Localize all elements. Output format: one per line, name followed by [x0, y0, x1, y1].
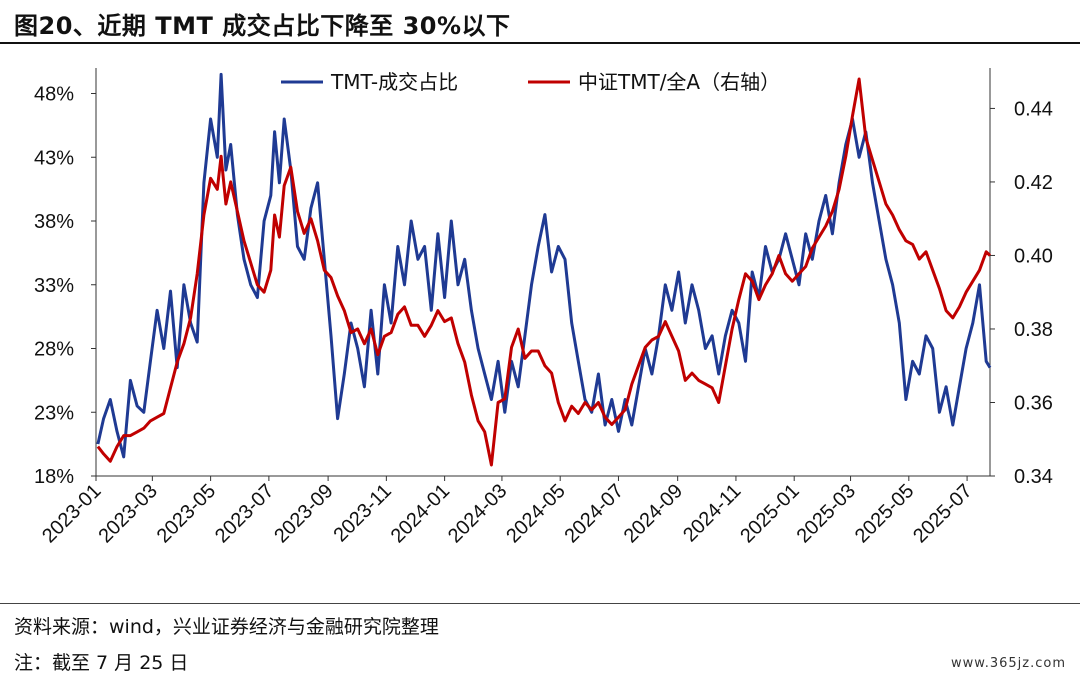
y-right-tick-label: 0.44: [1014, 98, 1053, 120]
y-right-tick-label: 0.34: [1014, 466, 1053, 488]
y-right-tick-label: 0.36: [1014, 392, 1053, 414]
x-tick-label: 2024-05: [502, 480, 569, 547]
x-tick-label: 2023-09: [270, 480, 337, 547]
y-left-tick-label: 38%: [34, 211, 74, 233]
x-tick-label: 2024-11: [679, 480, 745, 546]
source-note: 资料来源：wind，兴业证券经济与金融研究院整理: [14, 616, 439, 638]
title-rule: [0, 42, 1080, 44]
series-layer: [96, 72, 992, 467]
footer-rule: [0, 603, 1080, 604]
legend-label: TMT-成交占比: [330, 70, 458, 94]
series-line-tmt-ratio: [96, 77, 992, 467]
legend-item-tmt-turnover: TMT-成交占比: [281, 70, 458, 94]
y-left-tick-label: 48%: [34, 84, 74, 106]
footnote: 注：截至 7 月 25 日: [14, 652, 189, 674]
y-right-tick-label: 0.40: [1014, 245, 1053, 267]
x-tick-label: 2023-01: [38, 480, 105, 547]
y-left-tick-label: 43%: [34, 147, 74, 169]
legend-label: 中证TMT/全A（右轴）: [578, 70, 780, 94]
x-tick-label: 2023-03: [94, 480, 161, 547]
y-left-tick-label: 33%: [34, 275, 74, 297]
y-right-tick-label: 0.42: [1014, 172, 1053, 194]
x-tick-label: 2024-07: [561, 480, 628, 547]
y-left-tick-label: 18%: [34, 466, 74, 488]
x-tick-label: 2023-07: [211, 480, 278, 547]
x-tick-label: 2024-01: [387, 480, 454, 547]
chart: 18% 23% 28% 33% 38% 43% 48% 0.34 0.36 0.38 0.40 0.4…: [34, 68, 1053, 547]
watermark: www.365jz.com: [951, 656, 1066, 671]
y-left-tick-label: 28%: [34, 339, 74, 361]
x-tick-label: 2025-07: [909, 480, 976, 547]
x-tick-label: 2024-09: [620, 480, 687, 547]
y-left-tick-label: 23%: [34, 402, 74, 424]
x-tick-label: 2025-01: [736, 480, 803, 547]
page-title: 图20、近期 TMT 成交占比下降至 30%以下: [14, 12, 511, 40]
x-tick-label: 2024-03: [444, 480, 511, 547]
legend: TMT-成交占比 中证TMT/全A（右轴）: [281, 70, 780, 94]
series-line-tmt-turnover: [96, 72, 992, 459]
x-tick-label: 2023-11: [329, 480, 395, 546]
x-tick-label: 2025-05: [851, 480, 918, 547]
y-right-tick-label: 0.38: [1014, 319, 1053, 341]
x-tick-label: 2025-03: [793, 480, 860, 547]
x-tick-label: 2023-05: [153, 480, 220, 547]
legend-item-tmt-ratio: 中证TMT/全A（右轴）: [528, 70, 780, 94]
